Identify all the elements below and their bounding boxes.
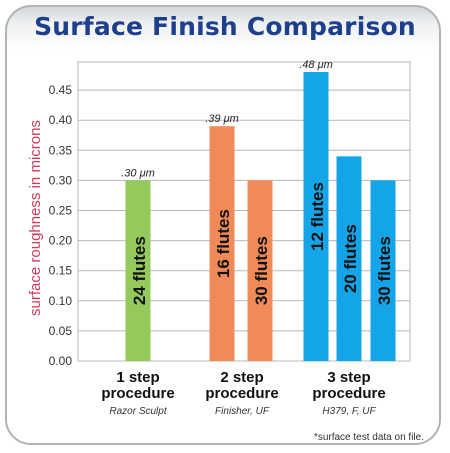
footnote: *surface test data on file. (313, 432, 424, 443)
bar-label: 30 flutes (252, 236, 271, 305)
y-tick-label: 0.40 (49, 113, 73, 127)
bar (370, 180, 396, 361)
y-tick-label: 0.20 (49, 234, 73, 248)
x-category-sublabel: H379, F, UF (322, 406, 376, 417)
bar (247, 180, 273, 361)
plot-frame (77, 61, 411, 362)
y-tick-label: 0.25 (49, 204, 73, 218)
y-tick-label: 0.05 (49, 324, 73, 338)
bar (336, 156, 362, 361)
data-label: .39 μm (205, 113, 239, 125)
bar (209, 126, 235, 361)
bar-label: 20 flutes (341, 224, 360, 293)
x-category-sublabel: Razor Sculpt (109, 406, 167, 417)
bar-label: 16 flutes (214, 209, 233, 278)
x-category-label: 1 step (116, 369, 159, 386)
y-tick-label: 0.10 (49, 294, 73, 308)
y-tick-label: 0.45 (49, 83, 73, 97)
bar (125, 180, 151, 361)
x-category-label: 3 step (327, 369, 370, 386)
x-category-label-line2: procedure (205, 385, 278, 402)
y-tick-label: 0.15 (49, 264, 73, 278)
bar-label: 24 flutes (130, 236, 149, 305)
y-tick-label: 0.00 (49, 354, 73, 368)
x-category-label: 2 step (220, 369, 263, 386)
x-category-sublabel: Finisher, UF (215, 406, 270, 417)
bar (303, 72, 329, 361)
data-label: .48 μm (299, 59, 333, 71)
bar-label: 30 flutes (375, 236, 394, 305)
bar-label: 12 flutes (308, 182, 327, 251)
x-category-label-line2: procedure (101, 385, 174, 402)
chart-title: Surface Finish Comparison (34, 12, 416, 41)
y-tick-label: 0.30 (49, 173, 73, 187)
x-category-label-line2: procedure (312, 385, 385, 402)
y-tick-label: 0.35 (49, 143, 73, 157)
y-axis-label: surface roughness in microns (27, 120, 44, 316)
data-label: .30 μm (121, 167, 155, 179)
